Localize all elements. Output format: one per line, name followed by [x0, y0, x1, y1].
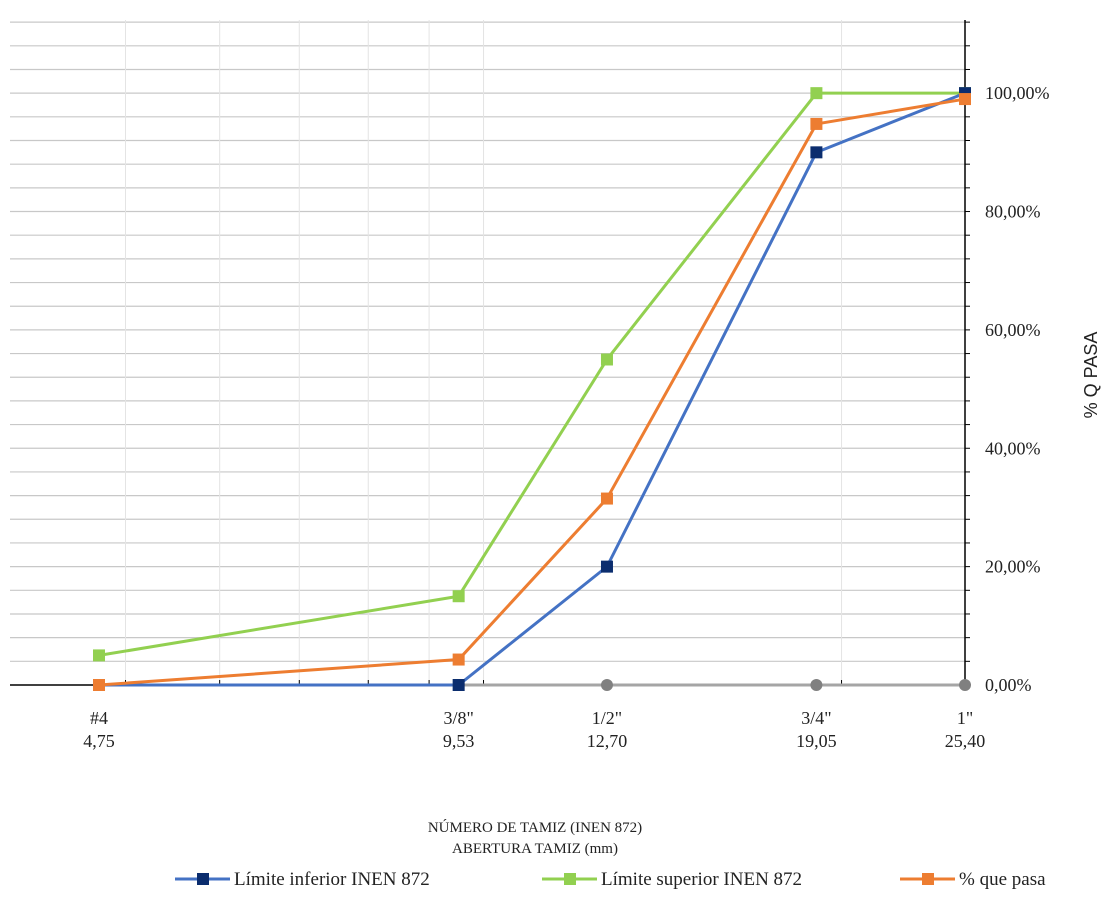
x-axis-title-line1: NÚMERO DE TAMIZ (INEN 872) [428, 819, 642, 836]
x-tick-label-size: 19,05 [796, 731, 837, 751]
data-point [452, 590, 465, 603]
x-tick-label-size: 25,40 [945, 731, 986, 751]
baseline-point [959, 679, 971, 691]
series-layer [93, 87, 971, 691]
legend-label: Límite inferior INEN 872 [234, 869, 430, 890]
data-point [810, 146, 823, 159]
data-point [600, 492, 613, 505]
x-tick-label-size: 12,70 [587, 731, 628, 751]
y-tick-label: 80,00% [985, 202, 1041, 222]
x-tick-label-sieve: 1" [957, 708, 973, 728]
x-tick-label-sieve: 1/2" [592, 708, 622, 728]
x-axis-title-line2: ABERTURA TAMIZ (mm) [452, 841, 618, 857]
baseline-point [810, 679, 823, 691]
data-point [600, 560, 613, 573]
data-point [959, 93, 971, 106]
data-point [93, 679, 105, 691]
x-tick-label-sieve: #4 [90, 708, 108, 728]
y-axis-title: % Q PASA [1081, 332, 1101, 419]
legend-label: Límite superior INEN 872 [601, 869, 802, 890]
y-tick-label: 100,00% [985, 83, 1050, 103]
x-tick-label-sieve: 3/4" [801, 708, 831, 728]
x-tick-label-size: 4,75 [83, 731, 115, 751]
y-tick-label: 20,00% [985, 557, 1041, 577]
data-point [93, 649, 105, 662]
y-tick-label: 60,00% [985, 320, 1041, 340]
x-tick-labels: #4 4,75 3/8" 9,53 1/2" 12,70 3/4" 19,05 1" 25,40 [83, 708, 985, 751]
data-point [600, 353, 613, 366]
data-point [810, 87, 823, 100]
legend: Límite inferior INEN 872 Límite superior … [175, 869, 1046, 890]
x-tick-label-sieve: 3/8" [443, 708, 473, 728]
series-line [99, 91, 966, 687]
legend-label: % que pasa [959, 869, 1046, 890]
axes [10, 20, 970, 686]
legend-swatch-marker [564, 873, 576, 885]
y-tick-labels: 0,00% 20,00% 40,00% 60,00% 80,00% 100,00% [985, 83, 1050, 695]
data-point [810, 117, 823, 130]
legend-swatch-marker [197, 873, 209, 885]
legend-swatch-marker [922, 873, 934, 885]
y-tick-label: 40,00% [985, 438, 1041, 458]
baseline-point [600, 679, 613, 691]
x-tick-label-size: 9,53 [443, 731, 475, 751]
series-line [98, 97, 966, 687]
series-line [98, 91, 965, 657]
y-tick-label: 0,00% [985, 675, 1032, 695]
data-point [452, 679, 465, 691]
data-point [452, 653, 465, 666]
